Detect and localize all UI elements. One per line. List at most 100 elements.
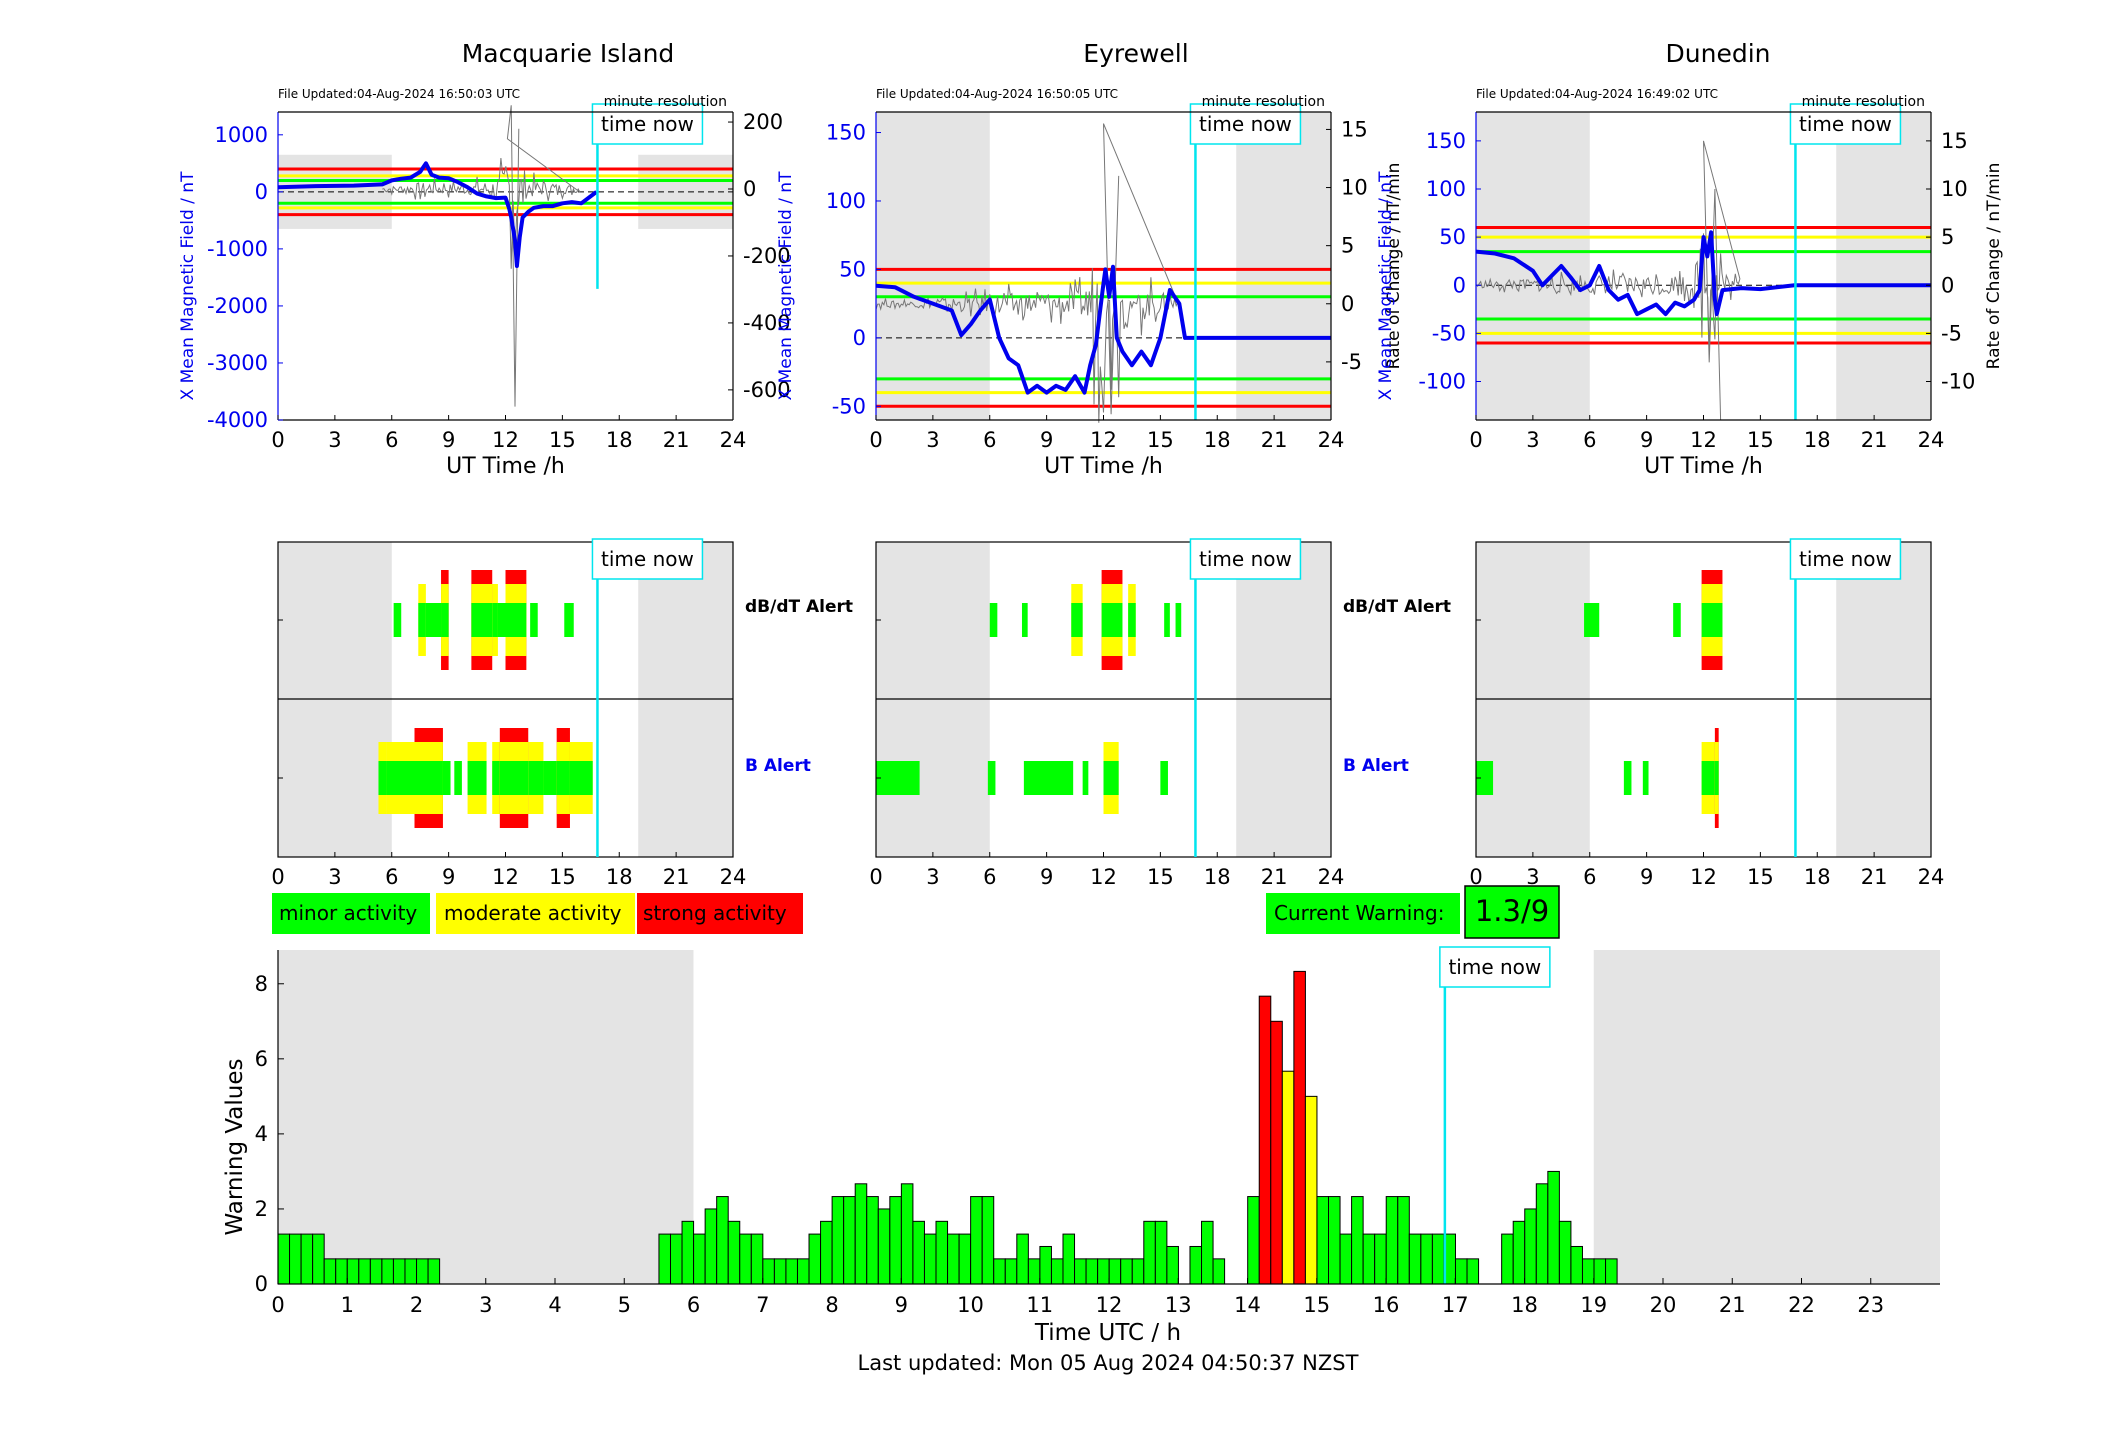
chart-x-tick-label: 15 (1303, 1293, 1330, 1317)
alert-x-tick-label: 18 (1804, 865, 1831, 889)
warning-bar (877, 1208, 891, 1285)
field-tick-label: 50 (839, 257, 866, 281)
warning-bar (1581, 1258, 1595, 1285)
warning-bar (1004, 1258, 1018, 1285)
warning-bar (1247, 1196, 1260, 1285)
resolution-label: minute resolution (604, 94, 727, 110)
x-tick-label: 12 (1090, 428, 1117, 452)
dbdt-alert-minor-segment (1071, 603, 1083, 637)
warning-bar (693, 1233, 706, 1285)
file-updated-label: File Updated:04-Aug-2024 16:49:02 UTC (1476, 87, 1718, 101)
chart-x-tick-label: 0 (271, 1293, 284, 1317)
current-warning-value-box (1464, 885, 1560, 939)
current-warning-label: Current Warning: (1274, 901, 1444, 925)
alert-x-tick-label: 9 (442, 865, 455, 889)
warning-bar (762, 1258, 775, 1285)
x-tick-label: 6 (983, 428, 996, 452)
b-alert-minor-segment (1023, 761, 1074, 795)
b-alert-minor-segment (467, 761, 487, 795)
field-tick-label: -1000 (207, 237, 268, 261)
field-tick-label: 150 (826, 121, 866, 145)
warning-bar (935, 1220, 949, 1285)
rate-tick-label: 5 (1341, 234, 1354, 258)
night-shading-0 (278, 154, 392, 229)
night-shading-1 (638, 154, 733, 229)
x-tick-label: 3 (926, 428, 939, 452)
alert-time-now-label: time now (1799, 547, 1892, 571)
warning-bar (358, 1258, 371, 1285)
warning-bar (1258, 995, 1272, 1285)
field-axis-label: X Mean Magnetic Field / nT (178, 171, 198, 401)
warning-bar (1362, 1233, 1376, 1285)
field-tick-label: 150 (1426, 129, 1466, 153)
alert-x-tick-label: 24 (720, 865, 747, 889)
alert-x-tick-label: 6 (385, 865, 398, 889)
warning-bar (1027, 1258, 1041, 1285)
chart-x-tick-label: 17 (1442, 1293, 1469, 1317)
x-tick-label: 24 (1918, 428, 1945, 452)
rate-axis-label: Rate of Change / nT/min (1384, 163, 1404, 370)
x-tick-label: 9 (1040, 428, 1053, 452)
x-tick-label: 24 (1318, 428, 1345, 452)
alert-x-tick-label: 12 (1690, 865, 1717, 889)
dbdt-alert-minor-segment (425, 603, 442, 637)
dbdt-alert-label: dB/dT Alert (745, 597, 853, 617)
alert-x-tick-label: 6 (1583, 865, 1596, 889)
warning-bar (970, 1196, 983, 1285)
chart-y-tick-label: 0 (255, 1272, 268, 1296)
x-tick-label: 24 (720, 428, 747, 452)
warning-bar (981, 1196, 995, 1285)
warning-bar (1039, 1245, 1052, 1285)
warning-bar (381, 1258, 394, 1285)
alert-time-now-label: time now (601, 547, 694, 571)
chart-x-tick-label: 19 (1580, 1293, 1607, 1317)
chart-x-tick-label: 1 (341, 1293, 354, 1317)
warning-bar (1016, 1233, 1029, 1285)
dbdt-alert-minor-segment (441, 603, 449, 637)
warning-bar (1339, 1233, 1353, 1285)
chart-x-tick-label: 12 (1096, 1293, 1123, 1317)
field-tick-label: 50 (1439, 225, 1466, 249)
x-tick-label: 21 (1261, 428, 1288, 452)
b-alert-minor-segment (543, 761, 557, 795)
warning-bar (404, 1258, 418, 1285)
field-tick-label: 0 (255, 180, 268, 204)
warning-bar (1420, 1233, 1433, 1285)
current-warning-box (1266, 893, 1460, 934)
field-tick-label: 100 (826, 189, 866, 213)
alert-x-tick-label: 24 (1918, 865, 1945, 889)
x-tick-label: 18 (606, 428, 633, 452)
alert-x-tick-label: 0 (271, 865, 284, 889)
b-alert-minor-segment (1476, 761, 1494, 795)
b-alert-minor-segment (1103, 761, 1119, 795)
dbdt-alert-minor-segment (1164, 603, 1170, 637)
mean-field-trace (875, 264, 1331, 395)
x-tick-label: 21 (663, 428, 690, 452)
x-tick-label: 21 (1861, 428, 1888, 452)
chart-x-tick-label: 22 (1788, 1293, 1815, 1317)
chart-x-tick-label: 21 (1719, 1293, 1746, 1317)
night-shading-0 (1476, 112, 1590, 420)
warning-bar (1512, 1220, 1526, 1285)
night-shading-1 (1836, 112, 1931, 420)
b-alert-minor-segment (1714, 761, 1719, 795)
mean-field-trace (1475, 230, 1931, 317)
warning-bar (1431, 1233, 1445, 1285)
time-now-box (1789, 103, 1902, 145)
chart-x-tick-label: 4 (548, 1293, 561, 1317)
rate-tick-label: 0 (1941, 273, 1954, 297)
warning-bar (392, 1258, 406, 1285)
alert-panel-1: time now 0 3 6 9 12 15 18 21 24 dB/dT Alert B Alert (869, 538, 1451, 889)
file-updated-label: File Updated:04-Aug-2024 16:50:05 UTC (876, 87, 1118, 101)
station-panel-1: time now File Updated:04-Aug-2024 16:50:0… (776, 87, 1404, 479)
alert-x-tick-label: 15 (549, 865, 576, 889)
chart-x-tick-label: 20 (1650, 1293, 1677, 1317)
x-tick-label: 9 (442, 428, 455, 452)
chart-x-tick-label: 16 (1373, 1293, 1400, 1317)
chart-x-axis-label: Time UTC / h (1034, 1320, 1181, 1346)
warning-bar (958, 1233, 972, 1285)
dbdt-alert-minor-segment (418, 603, 426, 637)
field-tick-label: 1000 (215, 123, 268, 147)
x-tick-label: 12 (1690, 428, 1717, 452)
